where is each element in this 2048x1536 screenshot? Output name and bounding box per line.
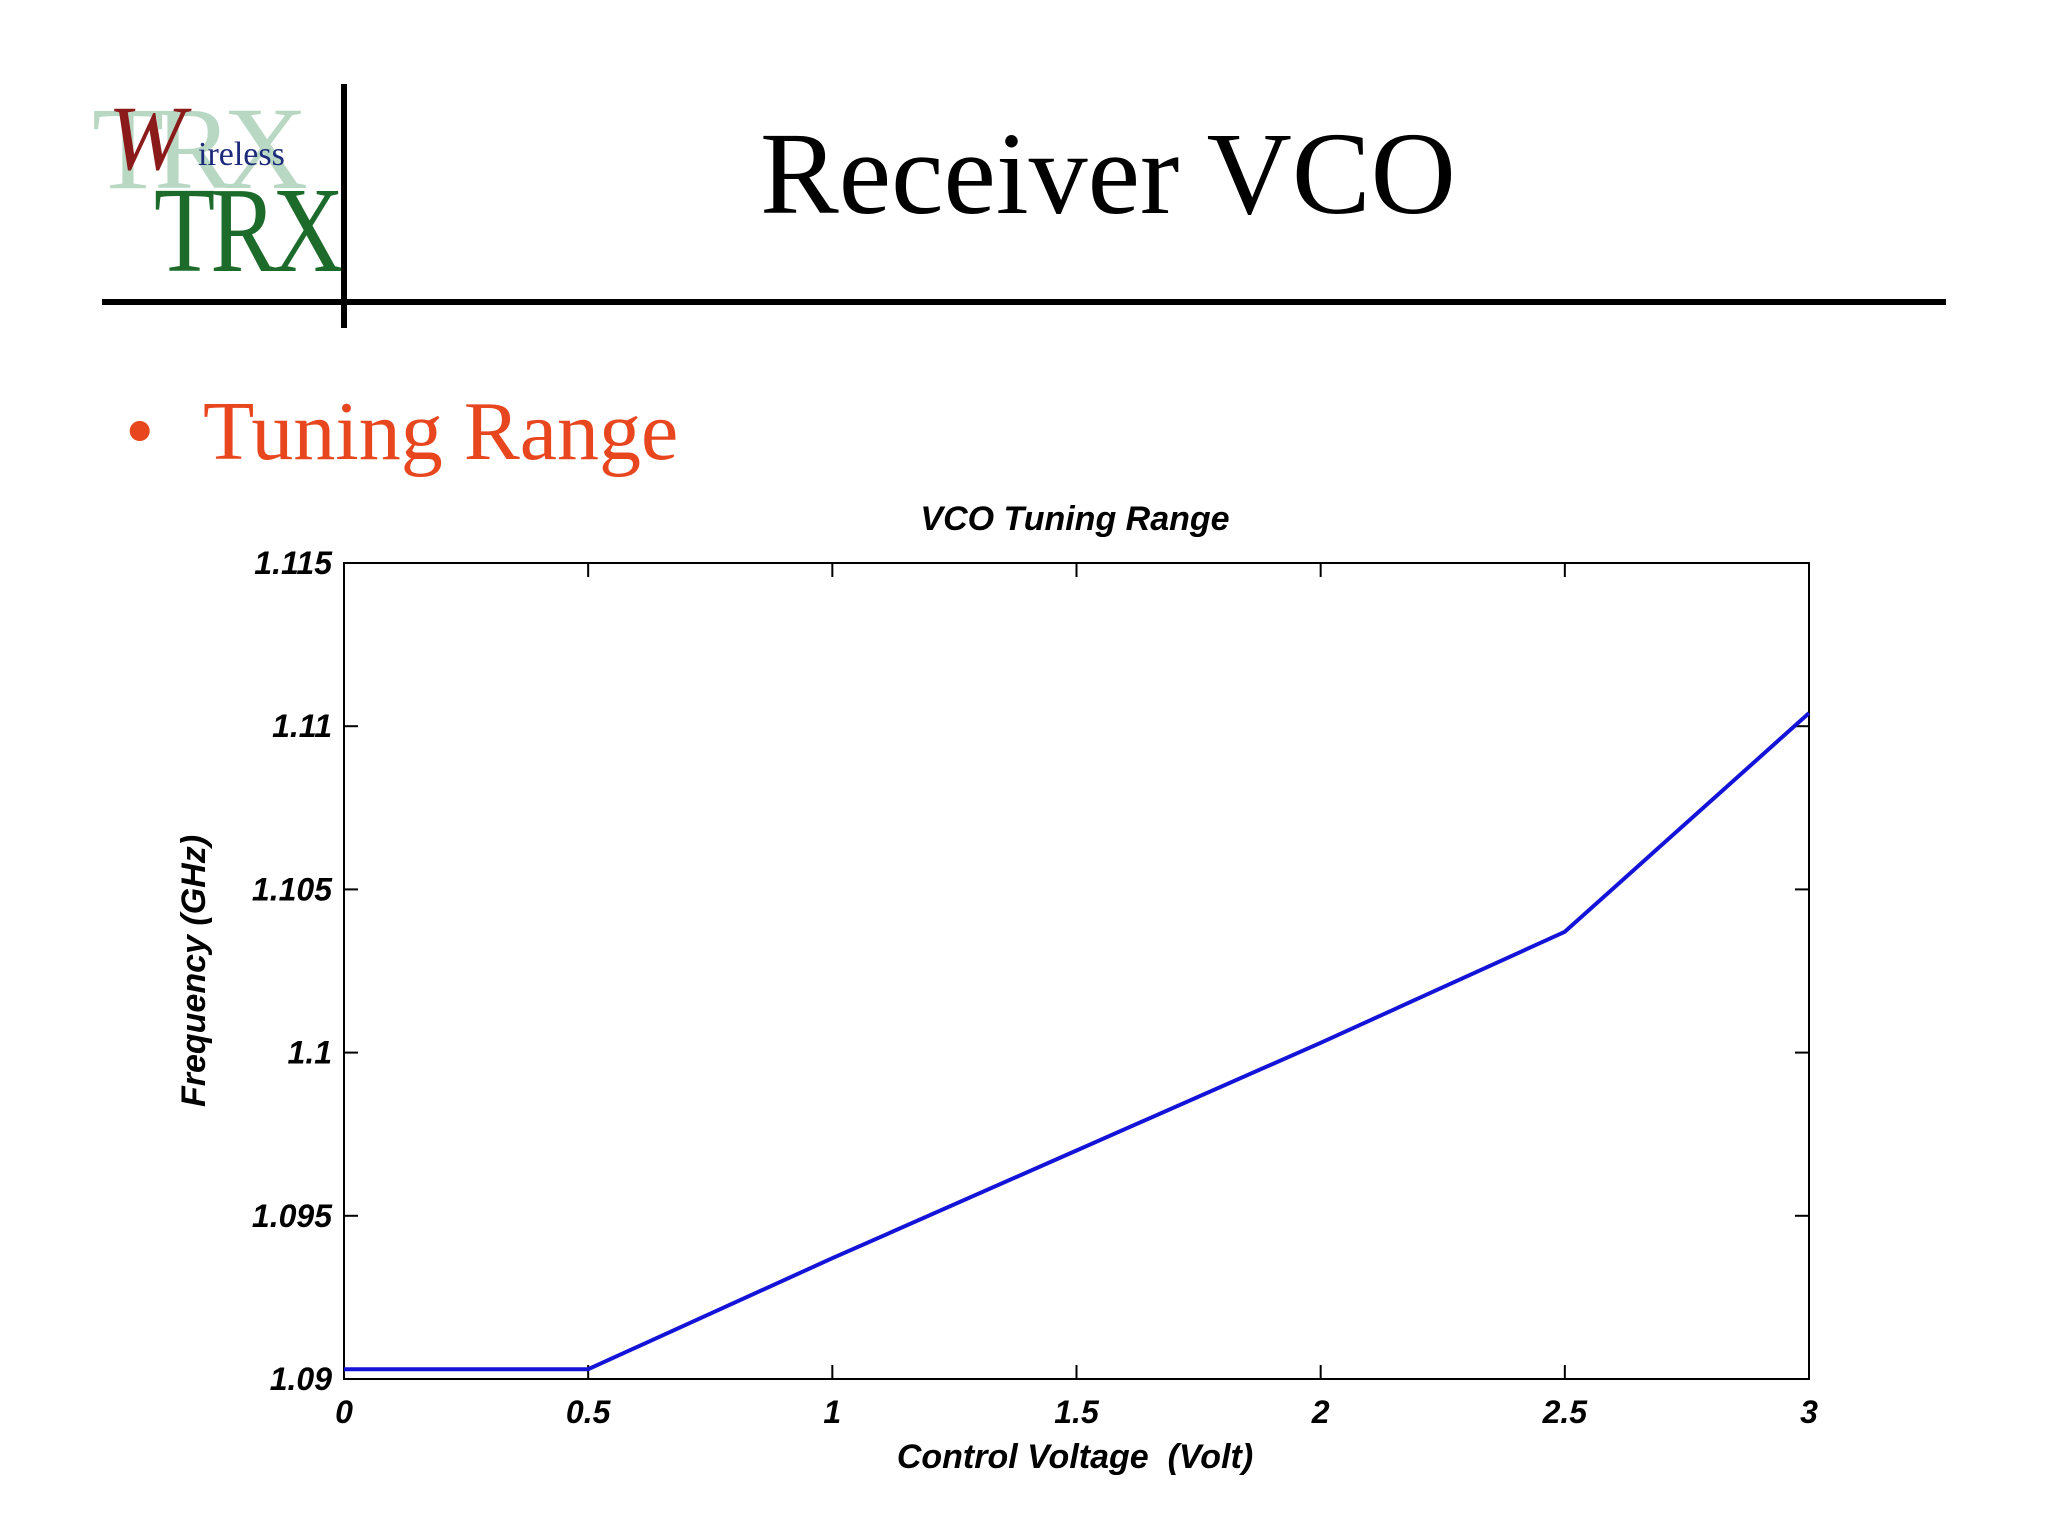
y-tick-label: 1.115: [254, 545, 333, 581]
slide-title: Receiver VCO: [760, 108, 1456, 239]
logo-shadow-trx: TRX: [92, 83, 308, 214]
x-axis: 0 0.5 1 1.5 2 2.5 3: [335, 563, 1818, 1430]
logo-letter-w: W: [108, 87, 185, 189]
x-axis-label: Control Voltage (Volt): [897, 1438, 1253, 1476]
chart-title: VCO Tuning Range: [920, 500, 1229, 538]
logo-ireless-text: ireless: [198, 136, 285, 173]
logo-trx-text: TRX: [154, 163, 344, 298]
plot-frame: [343, 562, 1810, 1380]
y-tick-label: 1.095: [252, 1198, 333, 1234]
series-group: [344, 711, 1811, 1372]
y-axis: 1.09 1.095 1.1 1.105 1.11 1.115: [252, 545, 1809, 1397]
y-tick-label: 1.09: [270, 1361, 332, 1397]
y-tick-label: 1.105: [252, 871, 333, 907]
x-tick-label: 1.5: [1054, 1394, 1100, 1430]
header-vertical-rule: [341, 84, 347, 328]
x-tick-label: 1: [823, 1394, 841, 1430]
x-tick-label: 0: [335, 1394, 353, 1430]
y-tick-label: 1.1: [288, 1035, 332, 1071]
bullet-symbol: •: [125, 385, 155, 478]
y-tick-label: 1.11: [272, 708, 332, 744]
y-axis-label: Frequency (GHz): [175, 835, 213, 1107]
x-tick-label: 0.5: [566, 1394, 612, 1430]
x-tick-label: 3: [1800, 1394, 1818, 1430]
bullet-text: Tuning Range: [203, 385, 679, 478]
series-line: [344, 711, 1811, 1372]
x-tick-label: 2: [1311, 1394, 1330, 1430]
bullet-item: • Tuning Range: [125, 390, 678, 474]
x-tick-label: 2.5: [1542, 1394, 1589, 1430]
wireless-trx-logo: TRX W ireless TRX: [90, 83, 344, 292]
header-horizontal-rule: [102, 299, 1946, 305]
